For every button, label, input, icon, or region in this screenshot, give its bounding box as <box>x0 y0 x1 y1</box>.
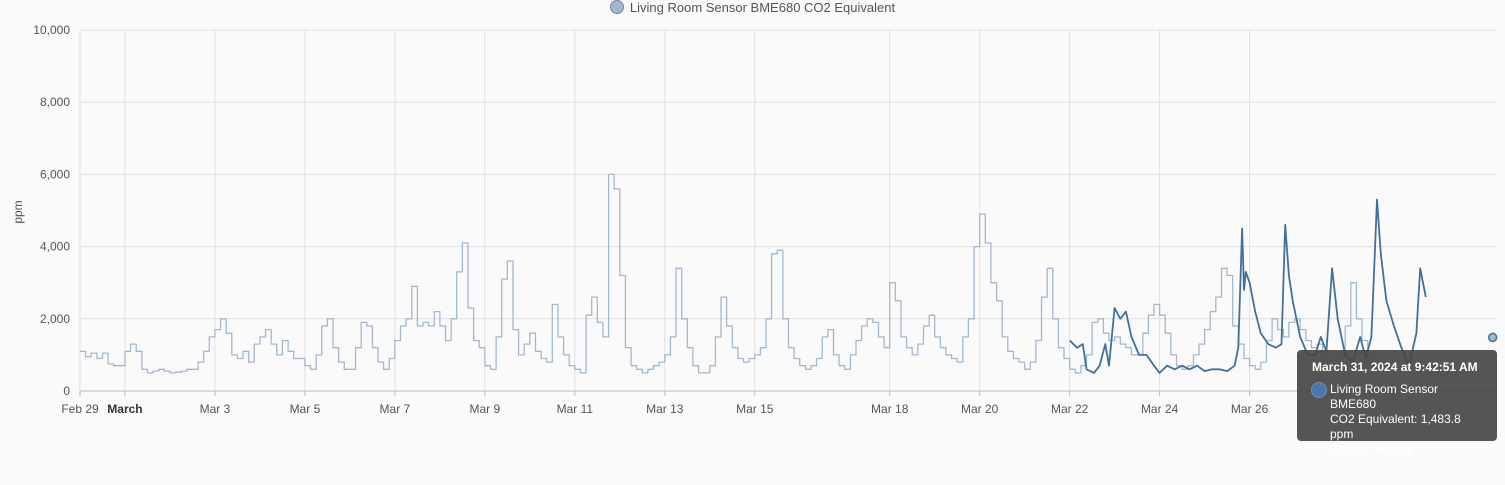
x-tick-label: Mar 5 <box>290 402 321 416</box>
x-tick-label: Mar 20 <box>961 402 999 416</box>
x-tick-label: Mar 15 <box>736 402 774 416</box>
x-tick-label: Mar 11 <box>557 402 594 416</box>
x-tick-label: Mar 24 <box>1141 402 1179 416</box>
y-tick-label: 10,000 <box>33 23 70 37</box>
x-tick-label: Mar 22 <box>1051 402 1089 416</box>
series-line-history[interactable] <box>1069 198 1427 374</box>
x-tick-label: Feb 29 <box>61 402 99 416</box>
x-tick-label: Mar 13 <box>646 402 684 416</box>
chart-grid <box>79 29 1497 392</box>
x-tick-label: March <box>107 402 142 416</box>
y-tick-label: 0 <box>63 384 70 398</box>
x-tick-label: Mar 7 <box>380 402 411 416</box>
tooltip-title: March 31, 2024 at 9:42:51 AM <box>1312 360 1478 374</box>
tooltip-series-name: Living Room Sensor BME680 <box>1330 382 1439 411</box>
x-tick-label: Mar 9 <box>470 402 501 416</box>
y-axis: 0 2,000 4,000 6,000 8,000 10,000 <box>33 23 70 398</box>
y-tick-label: 2,000 <box>40 312 70 326</box>
legend-swatch <box>609 0 624 14</box>
series-lines <box>80 173 1427 374</box>
legend-label: Living Room Sensor BME680 CO2 Equivalent <box>629 0 896 15</box>
chart-legend[interactable]: Living Room Sensor BME680 CO2 Equivalent <box>0 0 1505 15</box>
hover-marker <box>1487 332 1498 343</box>
tooltip-source: Source: History <box>1330 442 1413 456</box>
x-tick-label: Mar 18 <box>871 402 909 416</box>
y-axis-label: ppm <box>11 200 25 223</box>
x-tick-label: Mar 26 <box>1231 402 1269 416</box>
y-tick-label: 8,000 <box>40 95 70 109</box>
series-line-statistics[interactable] <box>80 173 1374 374</box>
x-tick-label: Mar 3 <box>200 402 231 416</box>
y-tick-label: 6,000 <box>40 167 70 181</box>
tooltip-value: CO2 Equivalent: 1,483.8 ppm <box>1330 412 1461 441</box>
x-axis: Feb 29 March Mar 3 Mar 5 Mar 7 Mar 9 Mar 11 Mar… <box>61 391 1269 416</box>
y-tick-label: 4,000 <box>40 240 70 254</box>
hover-point <box>1487 332 1498 343</box>
tooltip-swatch <box>1311 382 1327 398</box>
chart-tooltip: March 31, 2024 at 9:42:51 AM Living Room… <box>1297 350 1497 456</box>
